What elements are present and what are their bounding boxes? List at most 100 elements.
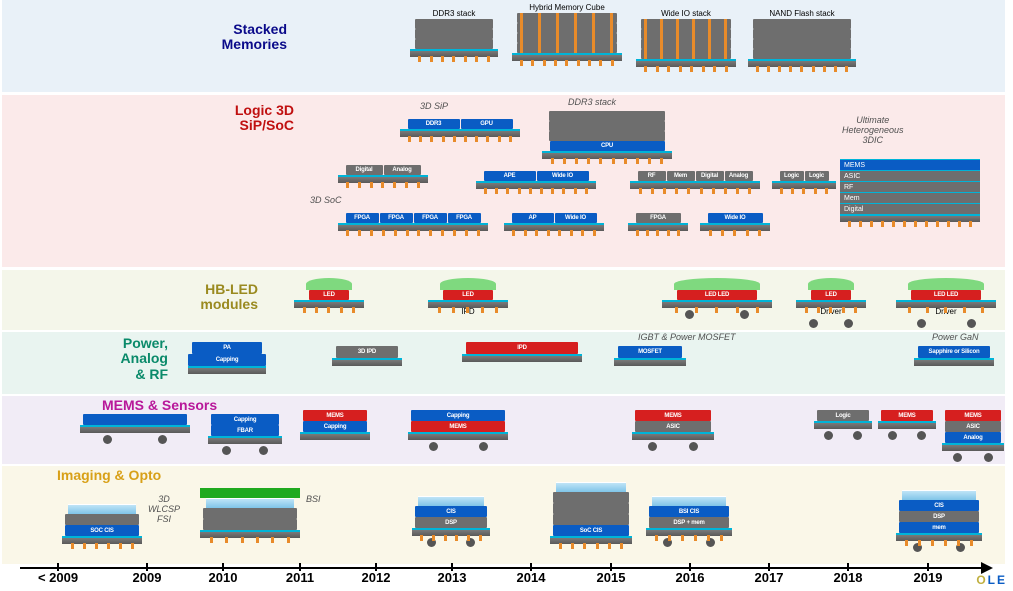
die: DDR3: [408, 119, 460, 129]
ult-layer: RF: [840, 181, 980, 192]
mem-module-1: Hybrid Memory Cube: [512, 4, 622, 61]
band-power-analog-rf: Power,Analog& RFIGBT & Power MOSFETPower…: [2, 332, 1005, 394]
logic-row3-0: FPGAFPGAFPGAFPGA: [338, 213, 488, 231]
die-top: Sapphire or Silicon: [918, 346, 990, 358]
tick-label: 2017: [755, 570, 784, 585]
ultimate-3dic: MEMSASICRFMemDigital: [840, 159, 980, 222]
substrate: [896, 533, 982, 541]
die: BSI CIS: [649, 506, 729, 517]
tick-label: 2014: [517, 570, 546, 585]
die: Analog: [384, 165, 421, 175]
glass-layer: [902, 490, 976, 500]
substrate: [630, 181, 760, 189]
power-module-2: IPD: [462, 342, 582, 362]
substrate: [662, 300, 772, 308]
substrate: [294, 300, 364, 308]
tick-label: < 2009: [38, 570, 78, 585]
band-label-imaging-opto: Imaging & Opto: [57, 468, 161, 483]
die: ASIC: [945, 421, 1001, 432]
die: DSP + mem: [649, 517, 729, 528]
mems-module-7: MEMSASICAnalog: [942, 410, 1004, 462]
substrate: [512, 53, 622, 61]
imaging-module-2: CISDSP: [412, 496, 490, 547]
die: [203, 519, 297, 530]
power-module-1: 3D IPD: [332, 346, 402, 366]
module-title: Wide IO stack: [661, 10, 711, 18]
module-title: Hybrid Memory Cube: [529, 4, 605, 12]
die: Capping: [303, 421, 367, 432]
die: MEMS: [635, 410, 711, 421]
glass-layer: [206, 498, 294, 508]
ult-layer: MEMS: [840, 159, 980, 170]
mems-module-2: MEMSCapping: [300, 410, 370, 440]
die: Capping: [411, 410, 505, 421]
die: ASIC: [635, 421, 711, 432]
substrate: [796, 300, 866, 308]
substrate: [632, 432, 714, 440]
led-die: LED: [811, 290, 851, 300]
die: FPGA: [414, 213, 447, 223]
substrate: [410, 49, 498, 57]
substrate: [504, 223, 604, 231]
substrate: [332, 358, 402, 366]
sublabel-logic-3d-3: UltimateHeterogeneous3DIC: [842, 115, 904, 145]
led-dome: [674, 278, 760, 290]
logic-row2-0: DigitalAnalog: [338, 165, 428, 183]
sublabel-power-analog-rf-0: IGBT & Power MOSFET: [638, 332, 736, 342]
imaging-module-1: [200, 488, 300, 538]
substrate: [914, 358, 994, 366]
power-module-0: PACapping: [188, 342, 266, 374]
die: MEMS: [945, 410, 1001, 421]
die: Wide IO: [708, 213, 763, 223]
logic-row3-2: FPGA: [628, 213, 688, 231]
led-die: LED: [309, 290, 349, 300]
substrate: [636, 59, 736, 67]
logic-row1-0: DDR3GPU: [400, 119, 520, 137]
glass-layer: [68, 504, 136, 514]
logic-row3-1: APWide IO: [504, 213, 604, 231]
die: Logic: [817, 410, 869, 421]
band-imaging-opto: Imaging & Opto3DWLCSPFSIBSISOC CISCISDSP…: [2, 466, 1005, 564]
die: [553, 503, 629, 514]
die: [517, 43, 617, 53]
band-label-hb-led: HB-LEDmodules: [200, 282, 258, 313]
mem-module-3: NAND Flash stack: [748, 10, 856, 67]
die: FPGA: [380, 213, 413, 223]
mem-module-0: DDR3 stack: [410, 10, 498, 57]
die: RF: [638, 171, 666, 181]
logic-row2-3: LogicLogic: [772, 171, 836, 189]
substrate: [550, 536, 632, 544]
die: Wide IO: [537, 171, 589, 181]
die: [549, 111, 665, 121]
led-die: LED: [443, 290, 493, 300]
substrate: [338, 175, 428, 183]
substrate: [542, 151, 672, 159]
imaging-module-4: BSI CISDSP + mem: [646, 496, 732, 547]
die: Mem: [667, 171, 695, 181]
mems-module-1: CappingFBAR: [208, 414, 282, 455]
die: SOC CIS: [65, 525, 139, 536]
die: CIS: [899, 500, 979, 511]
die: [753, 29, 851, 39]
tick-label: 2009: [133, 570, 162, 585]
sublabel-logic-3d-0: 3D SiP: [420, 101, 448, 111]
mem-module-2: Wide IO stack: [636, 10, 736, 67]
die: APE: [484, 171, 536, 181]
substrate: [188, 366, 266, 374]
substrate: [200, 530, 300, 538]
die: [415, 19, 493, 29]
tick-label: 2018: [834, 570, 863, 585]
die: [553, 492, 629, 503]
substrate: [80, 425, 190, 433]
substrate: [942, 443, 1004, 451]
die: SoC CIS: [553, 525, 629, 536]
band-logic-3d: Logic 3DSiP/SoC3D SiP3D SoCDDR3 stackUlt…: [2, 95, 1005, 267]
die: [203, 508, 297, 519]
tick-label: 2013: [438, 570, 467, 585]
die: DSP: [899, 511, 979, 522]
die: Digital: [346, 165, 383, 175]
die: FPGA: [346, 213, 379, 223]
substrate: [408, 432, 508, 440]
die: DSP: [415, 517, 487, 528]
die: CPU: [550, 141, 665, 151]
